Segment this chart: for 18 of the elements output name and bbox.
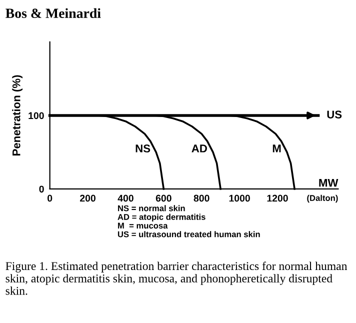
legend-label: US xyxy=(327,110,342,118)
x-tick-label: 600 xyxy=(156,194,172,202)
x-tick-label: 1000 xyxy=(229,194,250,202)
x-axis-title: MW xyxy=(319,179,338,187)
x-tick-label: 400 xyxy=(118,194,134,202)
series-label: M xyxy=(272,144,281,152)
chart-title: Bos & Meinardi xyxy=(6,8,101,18)
y-tick-label: 100 xyxy=(28,112,44,120)
y-axis-title: Penetration (%) xyxy=(12,75,23,156)
x-tick-label: 0 xyxy=(48,194,52,202)
x-tick-label: 800 xyxy=(194,194,210,202)
caption: Figure 1. Estimated penetration barrier characteristics for normal human skin, atopic dermatitis skin, mucosa, and phonopheretically disrupted skin. xyxy=(6,262,348,295)
text: NS = normal skin AD = atopic dermatitis M = mucosa US = ultrasound treated human skin xyxy=(118,205,260,238)
series-label: AD xyxy=(192,144,207,152)
x-tick-label: 200 xyxy=(80,194,96,202)
text: (Dalton) xyxy=(307,194,338,203)
series-label: NS xyxy=(136,144,150,152)
x-tick-label: 1200 xyxy=(267,194,288,202)
